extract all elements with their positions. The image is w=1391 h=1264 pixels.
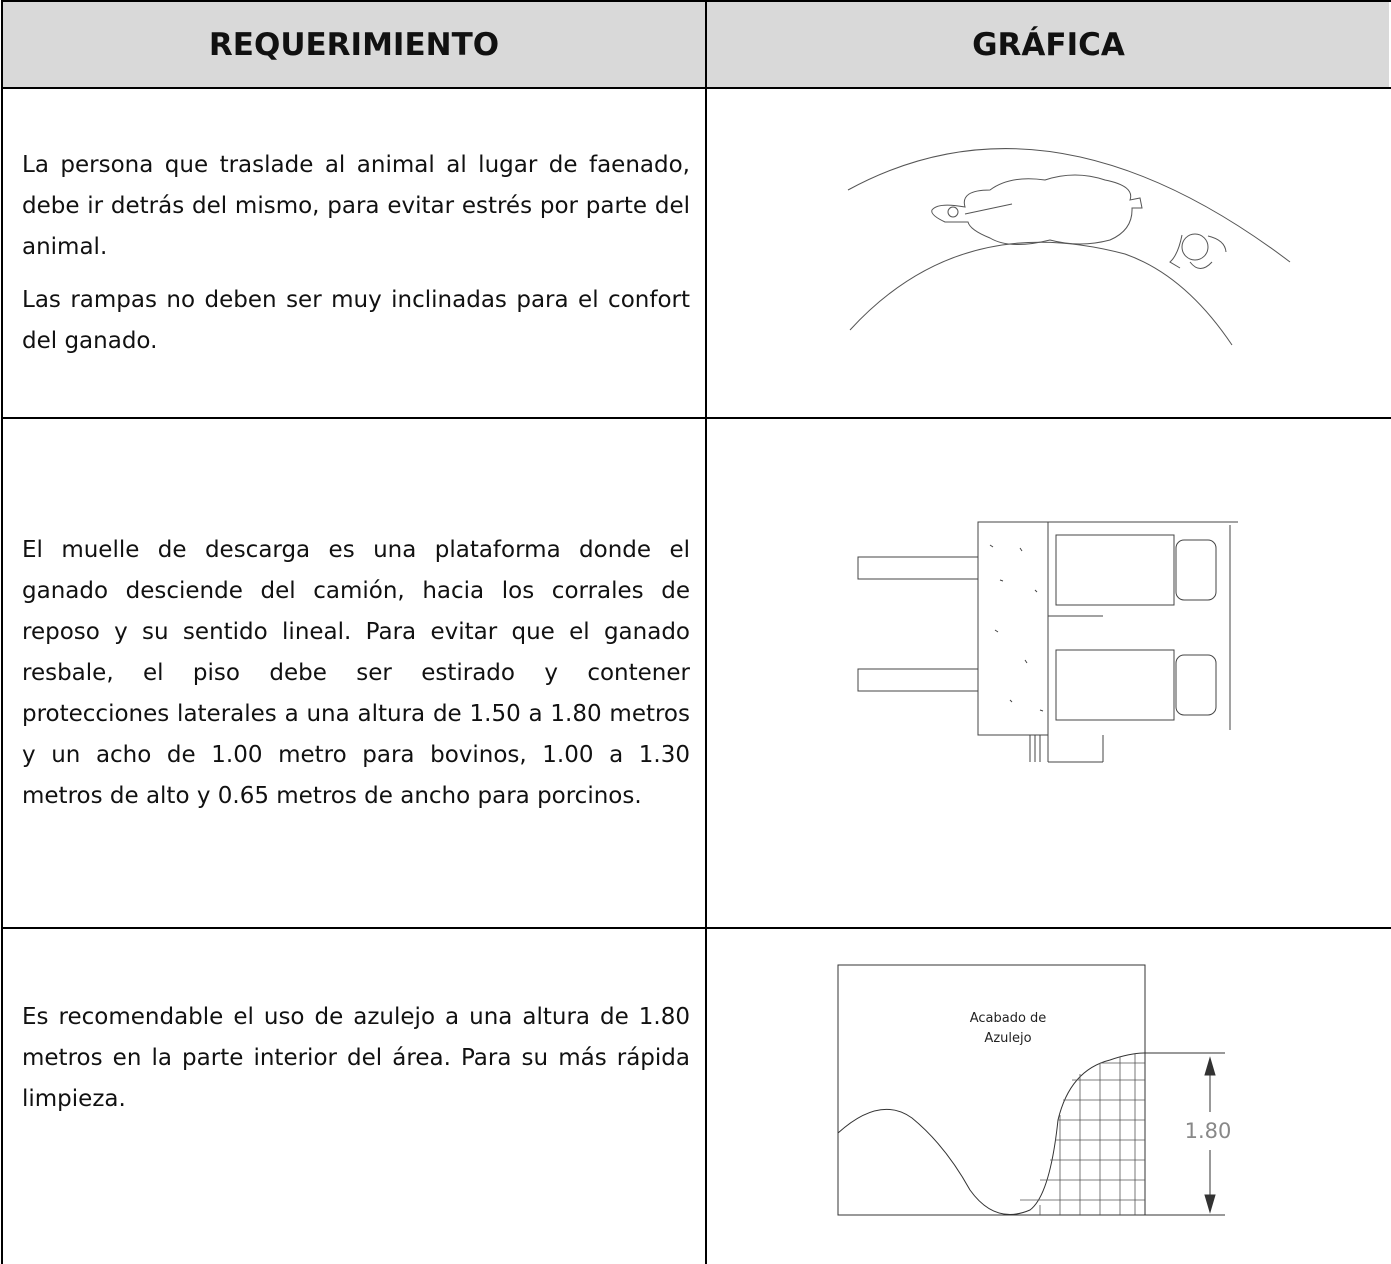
paragraph: Es recomendable el uso de azulejo a una … xyxy=(22,1003,690,1112)
requirement-cell: Es recomendable el uso de azulejo a una … xyxy=(2,928,706,1188)
figure-dock xyxy=(857,521,1238,763)
figure-transfer xyxy=(847,148,1291,346)
figure-tile xyxy=(837,964,1225,1216)
paragraph: Las rampas no deben ser muy inclinadas p… xyxy=(22,286,690,354)
paragraph: La persona que traslade al animal al lug… xyxy=(22,151,690,260)
figure-label: Azulejo xyxy=(984,1031,1031,1046)
requirement-cell: La persona que traslade al animal al lug… xyxy=(2,88,706,418)
dimension-label: 1.80 xyxy=(1185,1119,1232,1143)
requirement-cell: El muelle de descarga es una plataforma … xyxy=(2,418,706,928)
header-cell: REQUERIMIENTO xyxy=(208,27,500,63)
paragraph: El muelle de descarga es una plataforma … xyxy=(22,536,690,809)
header-cell: GRÁFICA xyxy=(972,27,1125,63)
figure-label: Acabado de xyxy=(970,1011,1047,1026)
header-bg xyxy=(2,2,1389,88)
